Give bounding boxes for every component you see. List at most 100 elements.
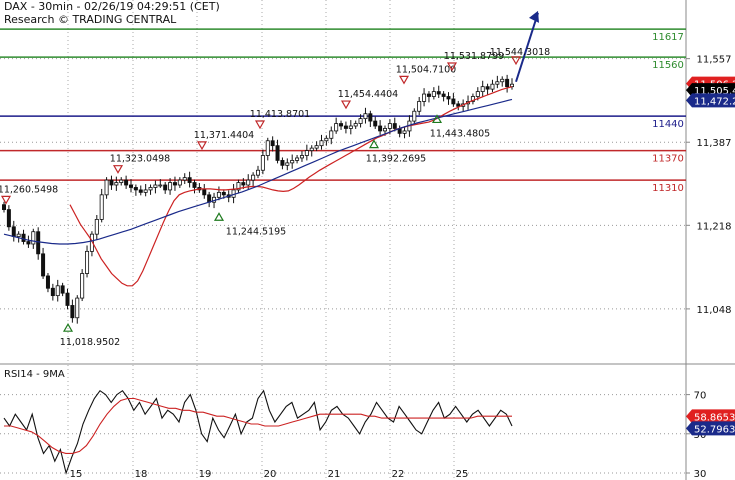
candle xyxy=(31,228,36,249)
candle-body xyxy=(216,191,221,198)
candle-body xyxy=(255,169,260,176)
candle-body xyxy=(6,209,11,228)
annotation-label: 11,544.3018 xyxy=(490,47,550,58)
candle-body xyxy=(412,110,417,122)
annotation-label: 11,371.4404 xyxy=(194,130,254,141)
price-tag-label: 11,472.2 xyxy=(694,96,735,107)
candle-body xyxy=(260,155,265,171)
candle xyxy=(153,180,158,194)
candle-body xyxy=(368,113,373,122)
candle xyxy=(490,79,495,93)
candle xyxy=(314,141,319,152)
candle xyxy=(334,117,339,134)
candle-body xyxy=(16,233,21,238)
candle-body xyxy=(417,101,422,112)
rsi-tick-label: 70 xyxy=(694,391,707,402)
candle-body xyxy=(387,123,392,129)
high-marker xyxy=(510,56,522,66)
candle xyxy=(392,117,397,132)
candle-body xyxy=(65,292,70,306)
annotation-label: 11,018.9502 xyxy=(60,337,120,348)
candle xyxy=(446,92,451,105)
annotation-low: 11,018.9502 xyxy=(60,322,120,348)
candle-body xyxy=(119,179,124,183)
candle-body xyxy=(314,145,319,149)
rsi-tag-label: 58.8653 xyxy=(694,412,735,423)
annotation-label: 11,443.4805 xyxy=(430,128,490,139)
y-tick-label: 11,387 xyxy=(697,138,732,149)
candle xyxy=(236,179,241,193)
rsi-chart: RSI14 - 9MA70503058.865352.7963151819202… xyxy=(0,365,735,480)
candle-body xyxy=(133,187,138,191)
candle-body xyxy=(431,91,436,97)
candle-body xyxy=(324,137,329,142)
candle xyxy=(94,214,99,241)
candle xyxy=(378,120,383,135)
candle xyxy=(202,184,207,199)
y-tick-label: 11,048 xyxy=(697,305,732,316)
candle-body xyxy=(114,182,119,186)
candle-body xyxy=(446,96,451,100)
annotation-low: 11,392.2695 xyxy=(366,139,426,165)
annotation-high: 11,454.4404 xyxy=(338,89,398,110)
candle xyxy=(114,176,119,191)
candle xyxy=(299,151,304,162)
candle-body xyxy=(480,86,485,92)
candle-body xyxy=(80,273,85,299)
candle xyxy=(353,120,358,129)
candle-body xyxy=(275,145,280,161)
candle xyxy=(275,139,280,164)
candle-body xyxy=(470,96,475,102)
x-tick-label: 19 xyxy=(199,469,212,480)
candle-body xyxy=(163,184,168,191)
candle xyxy=(265,137,270,161)
high-marker xyxy=(0,195,12,205)
candle-body xyxy=(422,93,427,102)
candle-body xyxy=(475,91,480,97)
price-tag: 11,472.2 xyxy=(686,93,735,108)
candle-body xyxy=(153,184,158,188)
candle-body xyxy=(309,147,314,151)
rsi-title: RSI14 - 9MA xyxy=(4,369,65,380)
candle-body xyxy=(172,182,177,186)
candle xyxy=(368,110,373,127)
rsi-ma-line xyxy=(4,397,512,454)
candle xyxy=(177,177,182,188)
candle-body xyxy=(485,86,490,90)
candle xyxy=(36,227,41,260)
candle xyxy=(480,80,485,97)
candle-body xyxy=(319,140,324,147)
projection-arrow-head xyxy=(529,10,539,23)
candle-body xyxy=(45,275,50,289)
candle-body xyxy=(94,219,99,235)
level-label-11310: 11310 xyxy=(652,183,684,194)
candle xyxy=(138,185,143,196)
candle xyxy=(119,177,124,186)
candle xyxy=(260,149,265,175)
candle-body xyxy=(177,179,182,186)
candle xyxy=(6,205,11,231)
candle-body xyxy=(143,189,148,193)
candle xyxy=(197,183,202,193)
candle-body xyxy=(270,140,275,147)
candle-body xyxy=(265,140,270,156)
candle xyxy=(182,173,187,185)
y-tick-label: 11,557 xyxy=(697,55,732,66)
candle xyxy=(16,231,21,243)
candle-body xyxy=(158,184,163,187)
candle xyxy=(104,177,109,199)
candle-body xyxy=(402,130,407,134)
candle-body xyxy=(109,179,114,186)
candle xyxy=(280,157,285,170)
candle xyxy=(422,88,427,107)
candle-body xyxy=(456,103,461,107)
candle-body xyxy=(26,241,31,245)
candle xyxy=(50,283,55,301)
candle xyxy=(45,273,50,293)
candle-body xyxy=(280,160,285,166)
candle xyxy=(192,179,197,194)
candle-body xyxy=(495,81,500,85)
rsi-tag: 52.7963 xyxy=(686,421,735,436)
rsi-tick-label: 30 xyxy=(694,469,707,480)
